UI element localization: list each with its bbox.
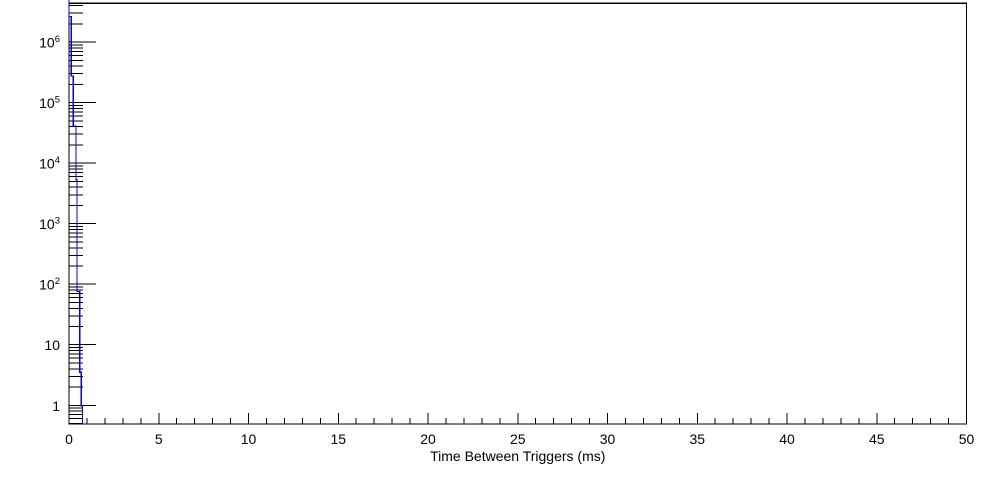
svg-text:35: 35 (689, 431, 705, 447)
svg-text:1: 1 (52, 398, 60, 414)
svg-text:10: 10 (241, 431, 257, 447)
svg-text:25: 25 (510, 431, 526, 447)
svg-text:10: 10 (44, 337, 60, 353)
svg-text:5: 5 (155, 431, 163, 447)
svg-text:20: 20 (420, 431, 436, 447)
svg-text:15: 15 (330, 431, 346, 447)
svg-text:30: 30 (600, 431, 616, 447)
svg-text:Time Between Triggers (ms): Time Between Triggers (ms) (430, 448, 605, 464)
svg-text:50: 50 (959, 431, 975, 447)
svg-text:40: 40 (779, 431, 795, 447)
svg-text:0: 0 (65, 431, 73, 447)
svg-text:45: 45 (869, 431, 885, 447)
